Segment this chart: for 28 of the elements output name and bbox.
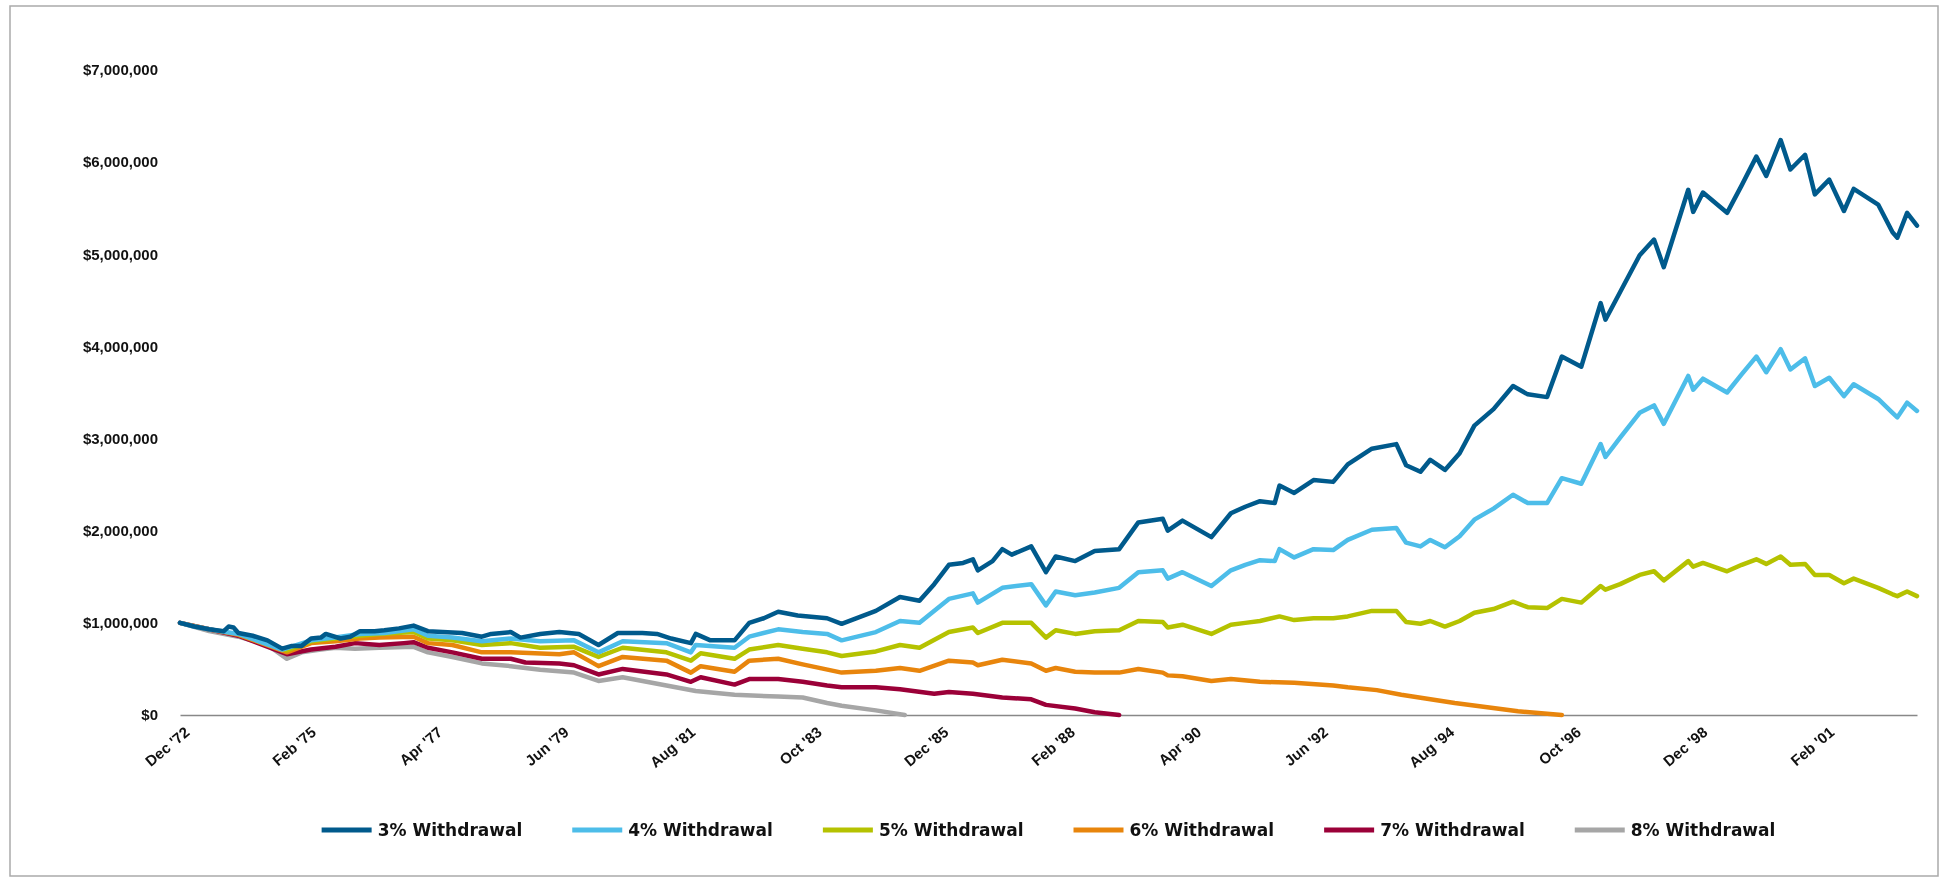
legend-label: 4% Withdrawal — [628, 819, 773, 840]
y-tick-label: $3,000,000 — [82, 429, 158, 447]
x-tick-label: Dec '72 — [141, 723, 193, 770]
legend-label: 7% Withdrawal — [1380, 819, 1525, 840]
y-tick-label: $1,000,000 — [82, 614, 158, 632]
legend-label: 5% Withdrawal — [878, 819, 1024, 840]
x-tick-label: Aug '81 — [646, 723, 699, 771]
x-tick-label: Feb '88 — [1028, 723, 1079, 770]
x-tick-label: Oct '83 — [776, 723, 825, 769]
y-tick-label: $4,000,000 — [82, 337, 158, 355]
x-tick-label: Jun '79 — [521, 723, 572, 770]
x-tick-label: Feb '75 — [269, 723, 320, 770]
y-tick-label: $6,000,000 — [82, 153, 158, 171]
x-tick-label: Feb '01 — [1787, 723, 1838, 770]
x-tick-label: Aug '94 — [1405, 722, 1458, 771]
x-tick-label: Dec '98 — [1659, 723, 1711, 770]
y-tick-label: $5,000,000 — [82, 245, 158, 263]
x-tick-label: Apr '90 — [1154, 723, 1205, 769]
legend-label: 6% Withdrawal — [1129, 819, 1275, 840]
legend-label: 3% Withdrawal — [377, 819, 523, 840]
legend-label: 8% Withdrawal — [1630, 819, 1776, 840]
y-tick-label: $7,000,000 — [82, 61, 158, 79]
x-tick-label: Oct '96 — [1535, 723, 1585, 769]
y-tick-label: $2,000,000 — [82, 522, 158, 540]
x-tick-label: Apr '77 — [395, 723, 446, 769]
y-tick-label: $0 — [141, 706, 158, 724]
x-tick-label: Dec '85 — [900, 723, 952, 770]
x-tick-label: Jun '92 — [1280, 723, 1331, 770]
